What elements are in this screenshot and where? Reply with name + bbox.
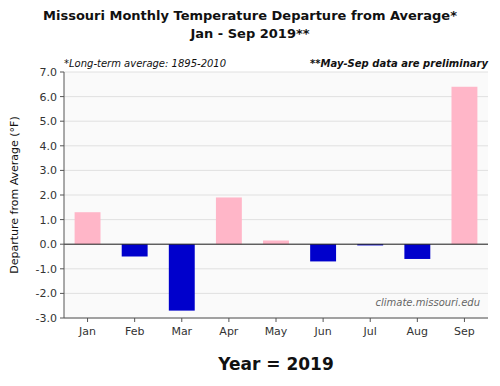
tick-label: Jan (78, 325, 96, 338)
tick-mark (87, 318, 88, 322)
annotation: *Long-term average: 1895-2010 (64, 58, 226, 69)
plot-area (64, 72, 488, 318)
zero-line (64, 244, 488, 245)
tick-mark (60, 170, 64, 171)
tick-mark (181, 318, 182, 322)
bars (75, 87, 478, 311)
bar (263, 241, 289, 245)
annotation: climate.missouri.edu (376, 297, 480, 308)
tick-mark (134, 318, 135, 322)
tick-label: Feb (125, 325, 144, 338)
grid-line (64, 121, 488, 122)
grid-line (64, 145, 488, 146)
tick-mark (60, 219, 64, 220)
grid-line (64, 219, 488, 220)
x-axis-label: Year = 2019 (217, 354, 334, 374)
grid-line (64, 268, 488, 269)
bar (169, 244, 195, 310)
tick-mark (323, 318, 324, 322)
grid-line (64, 195, 488, 196)
tick-label: -3.0 (36, 312, 57, 325)
tick-mark (60, 244, 64, 245)
y-axis-label: Departure from Average (°F) (8, 116, 21, 274)
tick-mark (60, 268, 64, 269)
tick-label: May (265, 325, 288, 338)
subtitle: Jan - Sep 2019** (189, 26, 309, 41)
bar (310, 244, 336, 261)
tick-label: 6.0 (40, 91, 58, 104)
grid-line (64, 72, 488, 73)
grid-line (64, 96, 488, 97)
bar (404, 244, 430, 259)
title: Missouri Monthly Temperature Departure f… (43, 8, 457, 23)
tick-label: 3.0 (40, 164, 58, 177)
tick-label: 1.0 (40, 214, 58, 227)
tick-mark (370, 318, 371, 322)
bar (216, 197, 242, 244)
tick-mark (464, 318, 465, 322)
y-axis-line (64, 72, 65, 318)
tick-label: Jul (363, 325, 377, 338)
tick-label: Mar (171, 325, 192, 338)
grid-line (64, 293, 488, 294)
chart: -3.0 -2.0 -1.0 0.0 1.0 2.0 3.0 4.0 5.0 6.0 7.0 Jan F… (0, 0, 500, 386)
bar (122, 244, 148, 256)
tick-mark (60, 121, 64, 122)
tick-label: 4.0 (40, 140, 58, 153)
tick-mark (60, 293, 64, 294)
tick-label: Apr (219, 325, 239, 338)
annotation: **May-Sep data are preliminary (310, 58, 488, 69)
grid-line (64, 244, 488, 245)
bar (75, 212, 101, 244)
tick-mark (60, 318, 64, 319)
tick-mark (60, 145, 64, 146)
tick-label: Sep (454, 325, 475, 338)
tick-label: -1.0 (36, 263, 57, 276)
grid-line (64, 170, 488, 171)
tick-label: 7.0 (40, 66, 58, 79)
tick-mark (60, 195, 64, 196)
tick-label: 5.0 (40, 115, 58, 128)
tick-label: -2.0 (36, 287, 57, 300)
tick-label: 2.0 (40, 189, 58, 202)
tick-label: Aug (407, 325, 428, 338)
tick-mark (60, 72, 64, 73)
tick-label: 0.0 (40, 238, 58, 251)
tick-label: Jun (314, 325, 332, 338)
bar (451, 87, 477, 244)
tick-mark (276, 318, 277, 322)
tick-mark (417, 318, 418, 322)
tick-mark (60, 96, 64, 97)
tick-mark (228, 318, 229, 322)
